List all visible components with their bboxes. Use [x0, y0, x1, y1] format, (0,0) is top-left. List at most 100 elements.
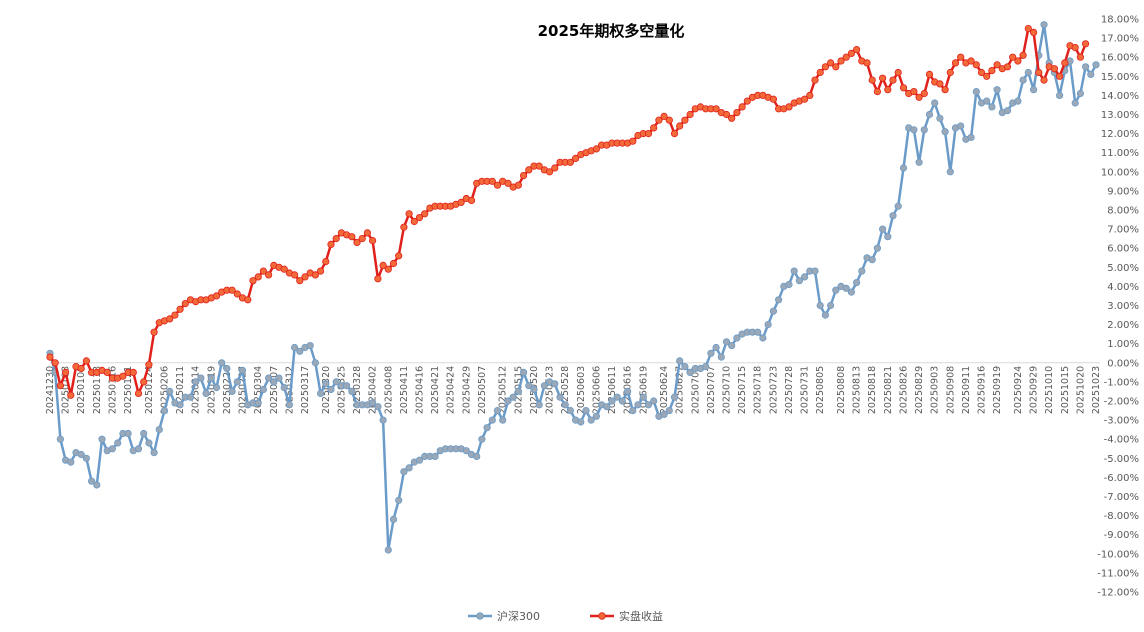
- data-point: [811, 267, 819, 275]
- legend-item-live-return[interactable]: 实盘收益: [590, 609, 663, 623]
- data-point: [56, 382, 65, 390]
- data-point: [571, 154, 580, 162]
- data-point: [259, 385, 267, 394]
- data-point: [296, 277, 304, 285]
- x-tick-label: 20250304: [253, 366, 264, 414]
- data-point: [795, 277, 804, 285]
- y-tick-label: -8.00%: [1104, 511, 1139, 522]
- x-tick-label: 20250103: [61, 366, 72, 414]
- data-point: [1071, 43, 1079, 52]
- data-point: [826, 59, 835, 67]
- x-tick-label: 20250307: [269, 366, 280, 414]
- data-point: [285, 401, 293, 409]
- data-point: [1087, 70, 1095, 79]
- data-point: [681, 362, 689, 371]
- data-point: [717, 353, 725, 361]
- data-point: [863, 59, 871, 67]
- data-point: [290, 271, 299, 279]
- data-point: [327, 240, 335, 248]
- data-point: [384, 546, 392, 554]
- y-tick-label: 9.00%: [1107, 186, 1139, 197]
- x-tick-label: 20250603: [576, 366, 587, 414]
- data-point: [1040, 21, 1048, 29]
- y-tick-label: 13.00%: [1101, 110, 1139, 121]
- data-point: [868, 76, 876, 84]
- data-point: [1030, 28, 1038, 37]
- data-point: [832, 286, 840, 294]
- data-point: [785, 280, 793, 289]
- data-point: [878, 225, 887, 233]
- y-tick-label: 15.00%: [1101, 72, 1139, 83]
- data-point: [270, 378, 278, 386]
- data-point: [280, 383, 288, 392]
- data-point: [56, 435, 65, 443]
- data-point: [957, 53, 965, 61]
- data-point: [82, 454, 91, 462]
- x-tick-label: 20250829: [914, 366, 925, 414]
- data-point: [1040, 76, 1048, 84]
- data-point: [769, 95, 778, 103]
- data-point: [759, 334, 767, 342]
- data-point: [254, 273, 262, 281]
- data-point: [832, 63, 840, 71]
- x-tick-label: 20250424: [446, 366, 457, 414]
- data-point: [332, 378, 340, 386]
- data-point: [858, 267, 866, 275]
- legend-marker-hs300: [476, 612, 484, 620]
- x-tick-label: 20250116: [107, 366, 118, 414]
- x-tick-label: 20250124: [144, 366, 155, 414]
- data-point: [535, 401, 543, 409]
- data-point: [67, 391, 75, 399]
- data-point: [936, 80, 944, 88]
- data-point: [103, 368, 111, 376]
- data-point: [1082, 40, 1090, 48]
- y-tick-label: 2.00%: [1107, 320, 1139, 331]
- data-point: [223, 364, 231, 373]
- x-axis: 20241230 20250103 20250108 20250113 20250116…: [45, 366, 1102, 414]
- y-tick-label: -5.00%: [1104, 454, 1139, 465]
- data-point: [790, 267, 798, 275]
- data-point: [327, 385, 335, 394]
- data-point: [577, 418, 585, 426]
- data-point: [186, 393, 195, 401]
- legend-item-hs300[interactable]: 沪深300: [468, 609, 540, 623]
- data-point: [379, 261, 387, 269]
- data-point: [509, 393, 517, 401]
- x-tick-label: 20250821: [883, 366, 894, 414]
- data-point: [993, 61, 1001, 69]
- x-tick-label: 20250627: [675, 366, 686, 414]
- data-point: [389, 515, 398, 524]
- data-point: [1056, 91, 1064, 100]
- data-point: [535, 162, 543, 170]
- data-point: [358, 235, 366, 243]
- data-point: [493, 406, 502, 415]
- y-tick-label: 6.00%: [1107, 244, 1139, 255]
- x-tick-label: 20250723: [768, 366, 779, 414]
- data-point: [816, 301, 824, 310]
- data-point: [660, 410, 668, 418]
- x-tick-label: 20250805: [815, 366, 826, 414]
- x-tick-label: 20250929: [1029, 366, 1040, 414]
- data-point: [473, 452, 481, 460]
- y-tick-label: 17.00%: [1101, 34, 1139, 45]
- x-tick-label: 20250903: [930, 366, 941, 414]
- y-tick-label: 12.00%: [1101, 129, 1139, 140]
- data-point: [941, 86, 949, 94]
- x-tick-label: 20250320: [321, 366, 332, 414]
- x-tick-label: 20250206: [160, 366, 171, 414]
- data-point: [910, 88, 918, 96]
- data-point: [899, 84, 908, 92]
- data-point: [644, 401, 653, 409]
- data-point: [254, 399, 262, 407]
- chart-title: 2025年期权多空量化: [538, 22, 685, 40]
- data-point: [212, 292, 221, 300]
- data-point: [176, 305, 184, 313]
- data-point: [884, 233, 892, 241]
- data-point: [405, 464, 413, 472]
- data-point: [847, 49, 856, 58]
- data-point: [847, 288, 856, 296]
- data-point: [368, 237, 377, 245]
- data-point: [316, 267, 325, 275]
- y-tick-label: 1.00%: [1107, 339, 1139, 350]
- data-point: [592, 145, 601, 153]
